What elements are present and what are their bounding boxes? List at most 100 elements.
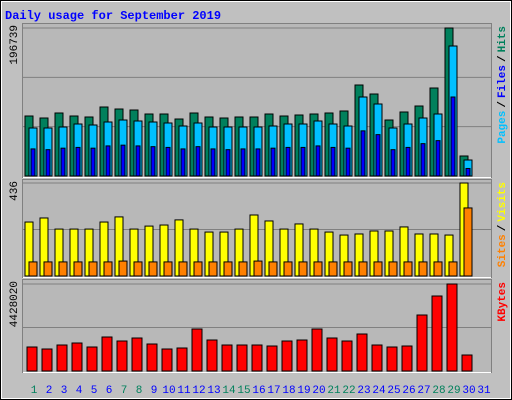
bar bbox=[191, 328, 203, 372]
x-tick-label: 20 bbox=[312, 385, 325, 397]
bar bbox=[266, 345, 278, 372]
bar bbox=[60, 147, 66, 177]
bar bbox=[118, 260, 128, 277]
bar bbox=[41, 348, 53, 372]
y-tick-label: 436 bbox=[9, 181, 21, 201]
legend-entry: Hits bbox=[497, 26, 509, 52]
x-tick-label: 31 bbox=[477, 385, 491, 397]
x-tick-label: 27 bbox=[417, 385, 430, 397]
x-tick-label: 26 bbox=[402, 385, 415, 397]
bar bbox=[401, 345, 413, 372]
bar bbox=[345, 147, 351, 177]
bar bbox=[180, 148, 186, 177]
x-tick-label: 7 bbox=[121, 385, 128, 397]
bar bbox=[45, 149, 51, 177]
bar bbox=[206, 339, 218, 372]
bar bbox=[431, 295, 443, 372]
x-tick-label: 19 bbox=[297, 385, 310, 397]
bar bbox=[120, 144, 126, 177]
bar bbox=[450, 96, 456, 177]
bar bbox=[465, 167, 471, 177]
bar bbox=[328, 261, 338, 277]
x-tick-label: 17 bbox=[267, 385, 280, 397]
bar bbox=[101, 336, 113, 372]
x-tick-label: 6 bbox=[106, 385, 113, 397]
bar bbox=[356, 333, 368, 372]
bar bbox=[86, 346, 98, 372]
legend-separator: / bbox=[497, 101, 509, 108]
x-tick-label: 3 bbox=[61, 385, 68, 397]
bar bbox=[28, 261, 38, 277]
x-tick-label: 1 bbox=[31, 385, 38, 397]
bar bbox=[270, 147, 276, 177]
legend: Sites / Visits bbox=[497, 182, 509, 267]
bar bbox=[315, 145, 321, 177]
bar bbox=[26, 346, 38, 372]
legend-separator: / bbox=[497, 224, 509, 231]
bar bbox=[240, 148, 246, 177]
bar bbox=[176, 347, 188, 372]
y-tick-label: 4428020 bbox=[9, 281, 21, 327]
bar bbox=[253, 260, 263, 277]
x-tick-label: 22 bbox=[342, 385, 355, 397]
x-tick-label: 5 bbox=[91, 385, 98, 397]
bar bbox=[238, 261, 248, 277]
bar bbox=[358, 261, 368, 277]
legend: KBytes bbox=[497, 282, 509, 322]
x-tick-label: 12 bbox=[192, 385, 205, 397]
x-tick-label: 9 bbox=[151, 385, 158, 397]
bar bbox=[225, 149, 231, 177]
bar bbox=[236, 344, 248, 372]
bar bbox=[73, 261, 83, 277]
bar bbox=[386, 346, 398, 372]
bar bbox=[435, 140, 441, 177]
x-tick-label: 15 bbox=[237, 385, 250, 397]
bar bbox=[56, 344, 68, 372]
bar bbox=[150, 146, 156, 177]
x-tick-label: 23 bbox=[357, 385, 370, 397]
x-tick-label: 25 bbox=[387, 385, 400, 397]
bar bbox=[221, 344, 233, 372]
bar bbox=[165, 146, 171, 177]
x-tick-label: 13 bbox=[207, 385, 220, 397]
bar bbox=[343, 261, 353, 277]
bar bbox=[161, 348, 173, 372]
bar bbox=[148, 261, 158, 277]
x-tick-label: 21 bbox=[327, 385, 341, 397]
legend-entry: Pages bbox=[497, 111, 509, 144]
bar bbox=[311, 328, 323, 372]
x-tick-label: 4 bbox=[76, 385, 83, 397]
x-tick-label: 16 bbox=[252, 385, 265, 397]
bar bbox=[251, 344, 263, 372]
bar bbox=[416, 314, 428, 372]
bar bbox=[448, 261, 458, 277]
bar bbox=[298, 261, 308, 277]
x-tick-label: 24 bbox=[372, 385, 386, 397]
bar bbox=[195, 146, 201, 177]
bar bbox=[341, 340, 353, 372]
x-tick-label: 10 bbox=[162, 385, 175, 397]
bar bbox=[420, 143, 426, 177]
bar bbox=[330, 146, 336, 177]
bar bbox=[373, 261, 383, 277]
bar bbox=[446, 283, 458, 372]
x-tick-label: 28 bbox=[432, 385, 445, 397]
bar bbox=[58, 261, 68, 277]
bar bbox=[388, 261, 398, 277]
bar bbox=[461, 354, 473, 372]
bar bbox=[163, 261, 173, 277]
bar bbox=[131, 337, 143, 372]
bar bbox=[43, 261, 53, 277]
bar bbox=[285, 146, 291, 177]
bar bbox=[313, 261, 323, 277]
bar bbox=[135, 145, 141, 177]
bar bbox=[193, 261, 203, 277]
bar bbox=[178, 261, 188, 277]
bar bbox=[418, 261, 428, 277]
x-tick-label: 2 bbox=[46, 385, 53, 397]
legend: Pages / Files / Hits bbox=[497, 26, 509, 144]
bar bbox=[146, 343, 158, 372]
x-tick-label: 8 bbox=[136, 385, 143, 397]
